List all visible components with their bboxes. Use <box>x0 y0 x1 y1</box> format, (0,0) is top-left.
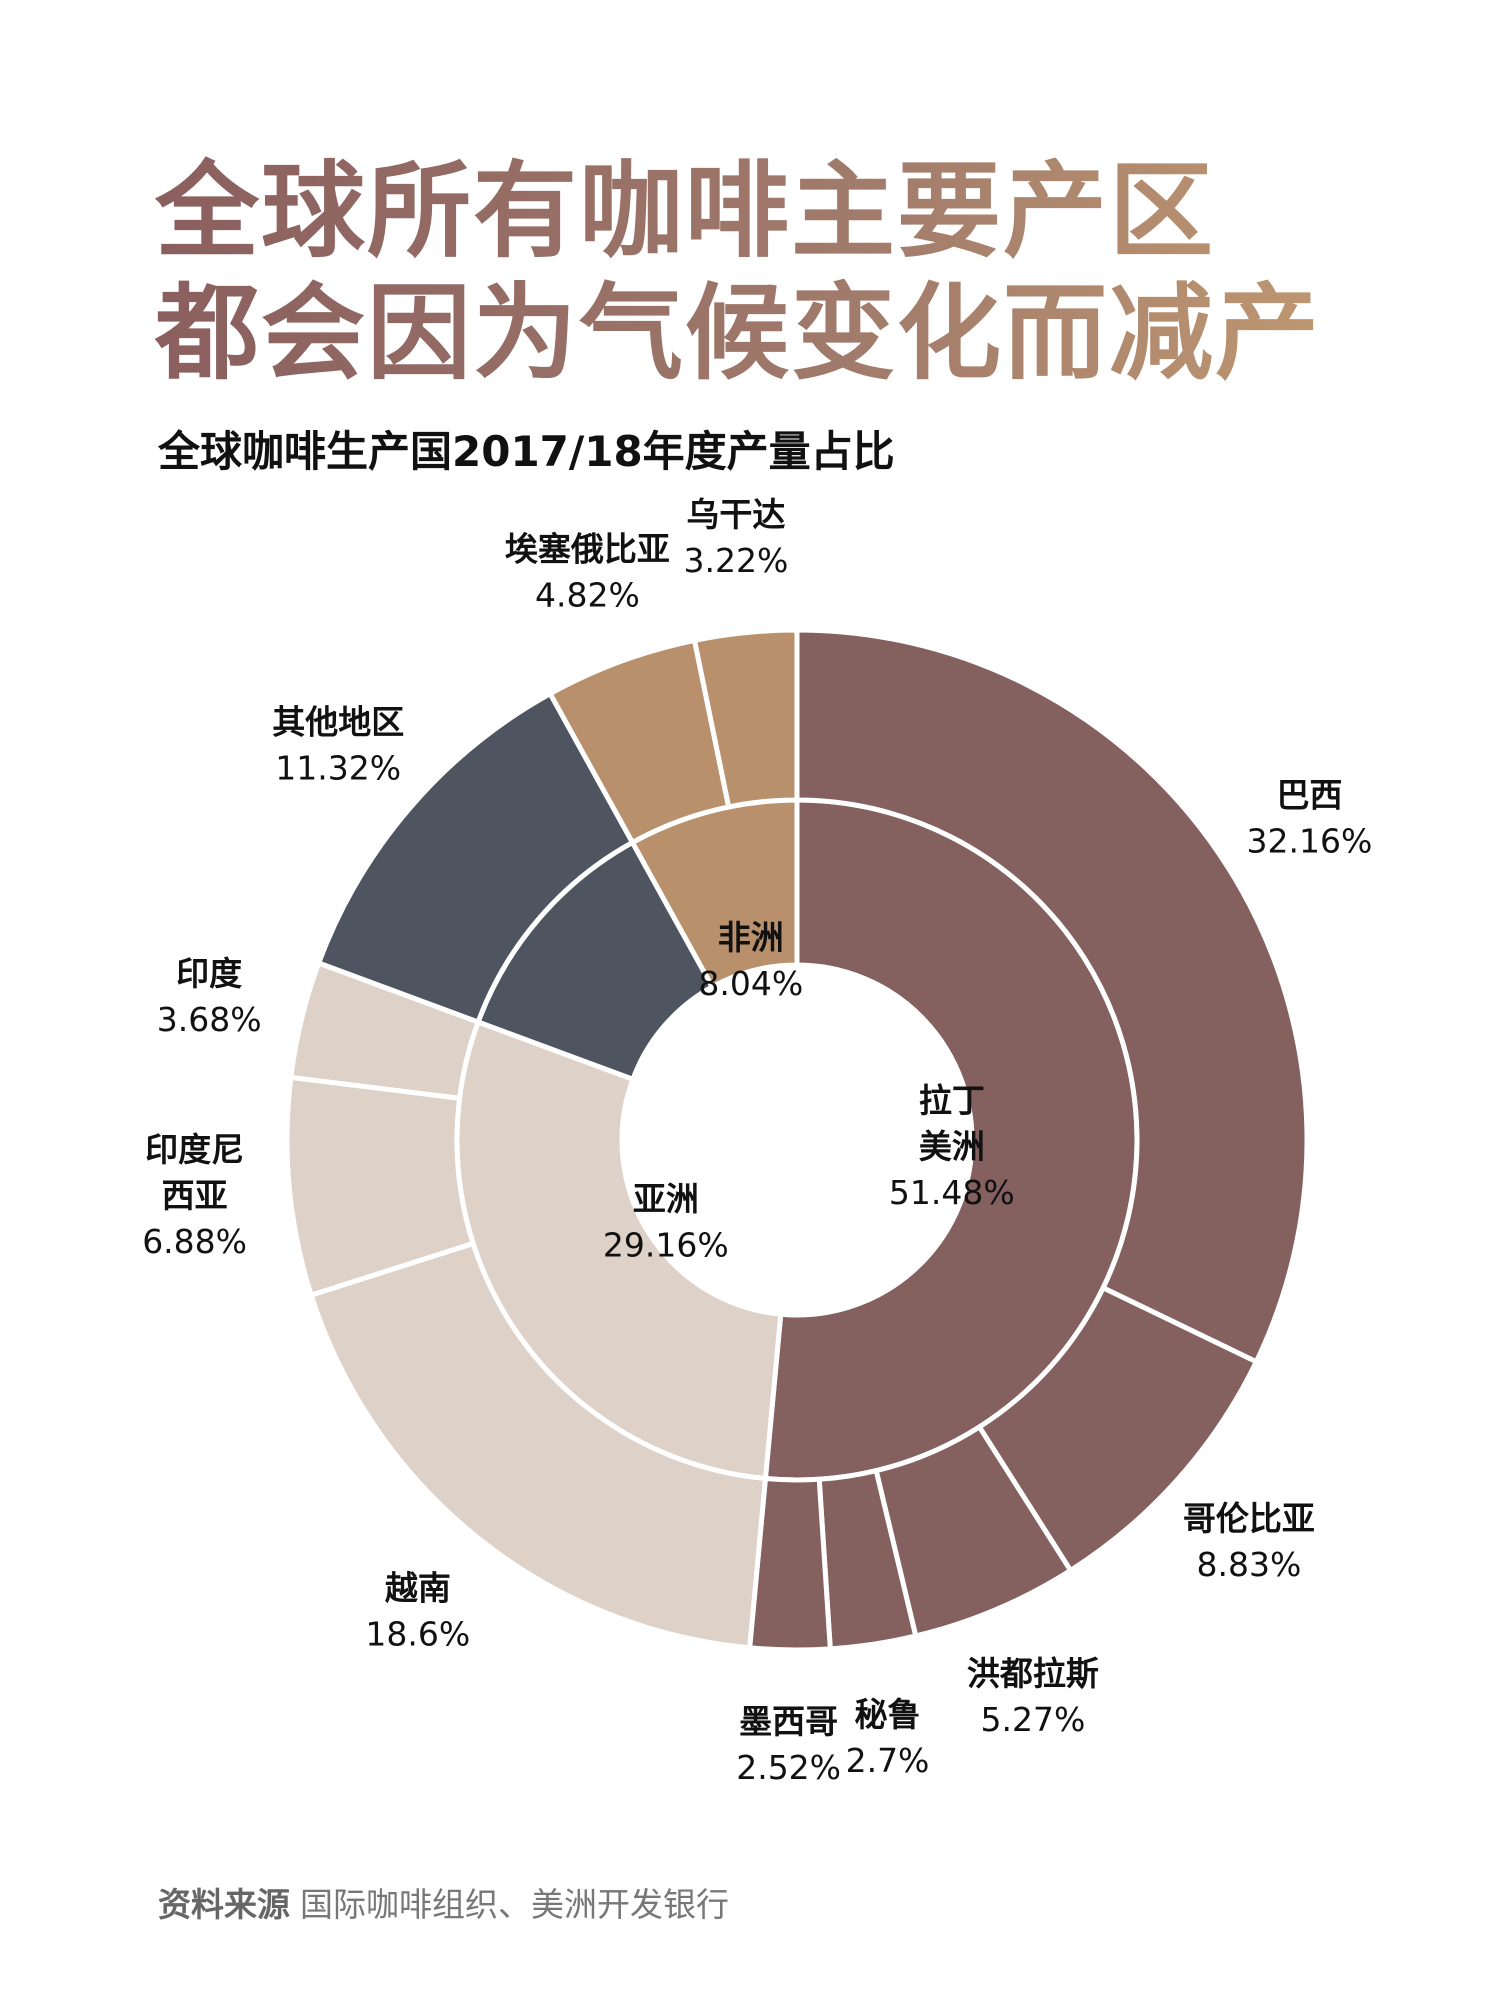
inner-ring <box>454 797 1140 1483</box>
outer-value-7: 3.68% <box>157 1000 262 1039</box>
outer-slice-0 <box>794 627 1310 1365</box>
outer-label-3: 秘鲁 <box>855 1695 921 1734</box>
outer-slice-5 <box>308 1240 768 1651</box>
outer-value-10: 3.22% <box>683 541 788 580</box>
outer-label-7: 印度 <box>176 954 242 993</box>
outer-value-5: 18.6% <box>365 1614 470 1653</box>
outer-value-4: 2.52% <box>736 1748 841 1787</box>
outer-value-6: 6.88% <box>142 1222 247 1261</box>
inner-label-0-line-1: 美洲 <box>919 1127 985 1166</box>
outer-label-0: 巴西 <box>1276 775 1342 814</box>
inner-value-3: 8.04% <box>698 964 803 1003</box>
inner-label-1: 亚洲 <box>633 1180 699 1219</box>
outer-slice-10 <box>692 627 800 810</box>
outer-value-9: 4.82% <box>535 575 640 614</box>
chart-labels: 巴西 32.16% 哥伦比亚 8.83% 洪都拉斯 5.27% 秘鲁 2.7%墨西哥 2.52%… <box>142 495 1372 1787</box>
source-text: 国际咖啡组织、美洲开发银行 <box>300 1885 729 1924</box>
sunburst-chart: 巴西 32.16% 哥伦比亚 8.83% 洪都拉斯 5.27% 秘鲁 2.7%墨西哥 2.52%… <box>142 495 1372 1787</box>
outer-label-6-line-1: 西亚 <box>162 1176 228 1215</box>
outer-label-9: 埃塞俄比亚 <box>505 529 670 568</box>
outer-label-2: 洪都拉斯 <box>967 1654 1099 1693</box>
inner-value-0: 51.48% <box>889 1173 1015 1212</box>
source-label: 资料来源 <box>158 1885 290 1924</box>
outer-label-8: 其他地区 <box>272 703 404 742</box>
outer-label-5: 越南 <box>385 1568 451 1607</box>
outer-ring <box>284 627 1310 1653</box>
source-note: 资料来源 国际咖啡组织、美洲开发银行 <box>158 1878 729 1926</box>
outer-value-3: 2.7% <box>846 1741 930 1780</box>
chart-subtitle: 全球咖啡生产国2017/18年度产量占比 <box>158 427 895 476</box>
outer-value-8: 11.32% <box>275 749 401 788</box>
outer-label-10: 乌干达 <box>686 495 785 534</box>
outer-label-6-line-0: 印度尼 <box>145 1130 244 1169</box>
outer-value-0: 32.16% <box>1247 821 1373 860</box>
outer-label-1: 哥伦比亚 <box>1183 1499 1315 1538</box>
inner-label-3: 非洲 <box>718 918 784 957</box>
outer-label-4: 墨西哥 <box>739 1702 838 1741</box>
outer-value-1: 8.83% <box>1197 1545 1302 1584</box>
inner-label-0-line-0: 拉丁 <box>919 1081 985 1120</box>
outer-value-2: 5.27% <box>980 1700 1085 1739</box>
inner-value-1: 29.16% <box>603 1226 729 1265</box>
